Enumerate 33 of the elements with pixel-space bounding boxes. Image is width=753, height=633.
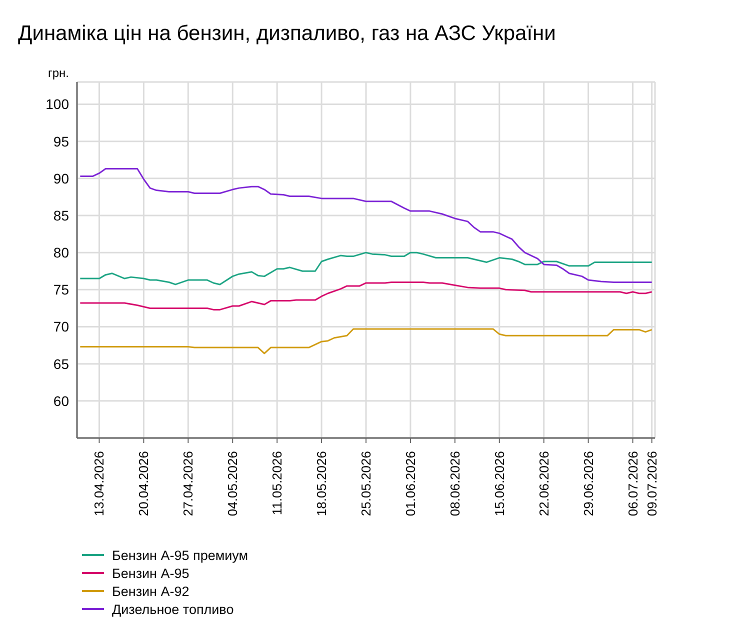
x-tick-label: 06.07.2026 (625, 451, 640, 516)
y-tick-label: 65 (53, 356, 70, 372)
x-tick-label: 22.06.2026 (536, 451, 552, 516)
x-tick-label: 08.06.2026 (447, 451, 462, 516)
legend-label: Бензин А-92 (112, 584, 190, 598)
y-tick-label: 95 (53, 133, 70, 150)
x-tick-label: 04.05.2026 (225, 451, 240, 516)
legend-label: Бензин А-95 (112, 566, 190, 580)
y-axis-title: грн. (48, 66, 70, 80)
x-tick-label: 27.04.2026 (180, 451, 196, 516)
line-series (79, 282, 653, 310)
chart-title: Динаміка цін на бензин, дизпаливо, газ на АЗС України (18, 22, 556, 46)
x-tick-label: 20.04.2026 (136, 451, 152, 516)
y-tick-label: 90 (53, 170, 70, 186)
y-tick-label: 60 (53, 392, 70, 409)
line-series (79, 168, 653, 283)
y-tick-label: 80 (53, 244, 70, 261)
legend-label: Дизельное топливо (112, 602, 234, 616)
y-tick-label: 100 (46, 96, 70, 112)
line-series (79, 252, 653, 286)
x-tick-label: 29.06.2026 (580, 451, 596, 516)
y-tick-label: 75 (53, 282, 70, 298)
x-tick-label: 01.06.2026 (402, 451, 418, 516)
y-tick-label: 70 (53, 318, 70, 335)
x-tick-label: 09.07.2026 (644, 451, 660, 516)
x-tick-label: 13.04.2026 (92, 451, 107, 516)
y-tick-label: 85 (53, 207, 70, 224)
legend-label: Бензин А-95 премиум (112, 548, 248, 562)
line-series (79, 328, 653, 354)
x-tick-label: 18.05.2026 (314, 451, 330, 516)
x-tick-label: 15.06.2026 (492, 451, 507, 516)
x-tick-label: 25.05.2026 (358, 451, 374, 516)
x-tick-label: 11.05.2026 (270, 451, 285, 516)
